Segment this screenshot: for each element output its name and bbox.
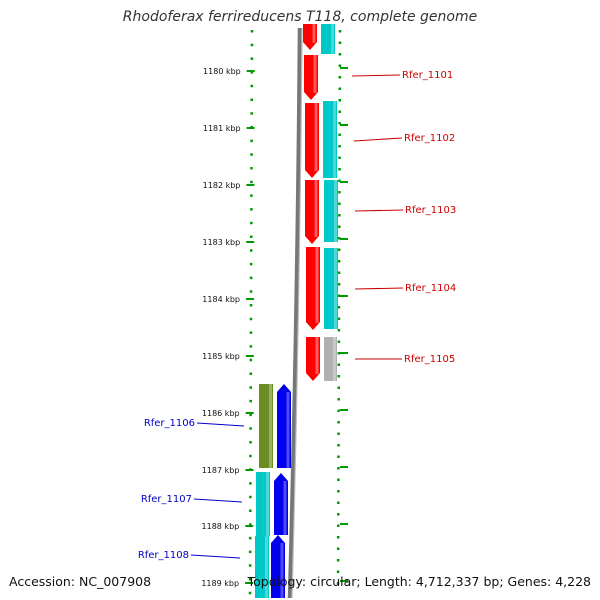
gene-label[interactable]: Rfer_1108	[138, 550, 189, 561]
left-gene-track	[255, 384, 291, 598]
tick-label: 1181 kbp	[203, 124, 241, 133]
gene-labels: Rfer_1101 Rfer_1102 Rfer_1103 Rfer_1104 Rfer…	[138, 70, 456, 561]
gene-label[interactable]: Rfer_1105	[404, 354, 455, 365]
gene-arrow-blue[interactable]	[277, 384, 291, 468]
gene-label[interactable]: Rfer_1103	[405, 205, 456, 216]
map-title: Rhodoferax ferrireducens T118, complete …	[122, 9, 478, 25]
genome-backbone	[287, 27, 303, 599]
gene-label[interactable]: Rfer_1106	[144, 418, 195, 429]
gene-arrow-forward[interactable]	[304, 55, 318, 100]
gene-arrow-forward[interactable]	[303, 24, 317, 50]
gene-box-olive[interactable]	[259, 384, 273, 468]
label-leader-line	[353, 137, 403, 142]
gene-box-reverse[interactable]	[255, 536, 269, 598]
tick-label: 1188 kbp	[202, 522, 240, 531]
label-leader-line	[196, 422, 245, 427]
kbp-scale	[245, 29, 348, 597]
gene-arrow-forward[interactable]	[305, 180, 319, 244]
gene-arrow-forward[interactable]	[306, 247, 320, 330]
gene-box-reverse[interactable]	[323, 101, 337, 178]
tick-label: 1184 kbp	[202, 295, 240, 304]
label-leader-line	[351, 74, 401, 77]
kbp-tick-labels: 1180 kbp 1181 kbp 1182 kbp 1183 kbp 1184 kbp…	[201, 67, 240, 588]
label-leader-line	[190, 554, 241, 559]
gene-label[interactable]: Rfer_1101	[402, 70, 453, 81]
gene-label[interactable]: Rfer_1107	[141, 494, 192, 505]
gene-arrow-forward[interactable]	[305, 103, 319, 178]
scale-dots	[248, 29, 254, 597]
tick-label: 1182 kbp	[203, 181, 241, 190]
forward-gene-track	[303, 24, 320, 381]
tick-label: 1187 kbp	[202, 466, 240, 475]
gene-box-reverse[interactable]	[324, 180, 338, 242]
tick-label: 1189 kbp	[201, 579, 239, 588]
gene-box-reverse[interactable]	[321, 24, 335, 54]
tick-label: 1186 kbp	[202, 409, 240, 418]
tick-label: 1185 kbp	[202, 352, 240, 361]
gene-box-reverse[interactable]	[324, 248, 338, 329]
accession-text: Accession: NC_007908	[9, 574, 152, 589]
label-leader-line	[354, 209, 404, 212]
gene-box-reverse[interactable]	[256, 472, 270, 536]
gene-arrow-blue[interactable]	[274, 473, 288, 535]
label-leader-line	[193, 498, 243, 503]
gene-label[interactable]: Rfer_1102	[404, 133, 455, 144]
right-dotted-scale	[336, 29, 342, 593]
gene-arrow-forward[interactable]	[306, 337, 320, 381]
label-leader-line	[354, 287, 404, 290]
gene-label[interactable]: Rfer_1104	[405, 283, 456, 294]
genome-summary-text: Topology: circular; Length: 4,712,337 bp…	[247, 574, 591, 589]
gene-box-pseudo[interactable]	[324, 337, 337, 381]
tick-label: 1180 kbp	[203, 67, 241, 76]
tick-label: 1183 kbp	[202, 238, 240, 247]
reverse-gene-track	[321, 24, 338, 381]
gene-arrow-blue[interactable]	[271, 535, 285, 598]
